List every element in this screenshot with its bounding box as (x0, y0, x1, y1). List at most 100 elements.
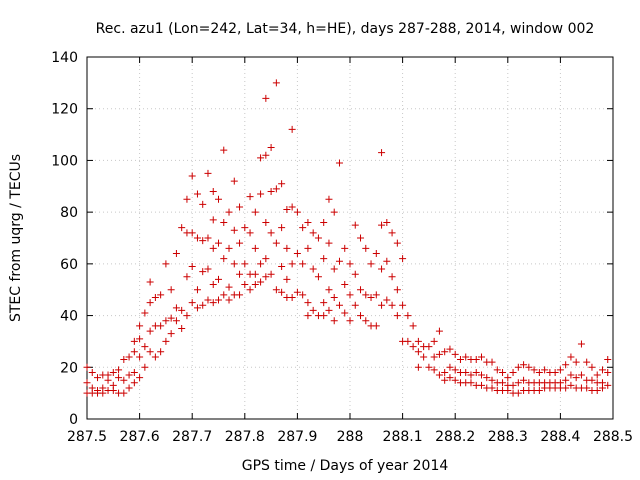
data-point (509, 368, 517, 376)
data-point (556, 366, 564, 374)
data-point (388, 229, 396, 237)
data-point (309, 229, 317, 237)
data-point (299, 291, 307, 299)
data-point (278, 288, 286, 296)
data-point (193, 190, 201, 198)
data-point (577, 340, 585, 348)
data-point (125, 371, 133, 379)
data-point (146, 299, 154, 307)
data-point (604, 368, 612, 376)
data-point (309, 306, 317, 314)
x-tick-label: 288 (337, 429, 364, 445)
data-point (157, 322, 165, 330)
data-point (604, 356, 612, 364)
data-point (236, 270, 244, 278)
data-point (83, 363, 91, 371)
x-tick-label: 287.9 (277, 429, 317, 445)
data-point (304, 244, 312, 252)
data-point (346, 260, 354, 268)
data-point (209, 244, 217, 252)
data-point (541, 366, 549, 374)
data-point (378, 221, 386, 229)
data-point (136, 374, 144, 382)
data-point (236, 239, 244, 247)
data-point (330, 317, 338, 325)
data-point (383, 218, 391, 226)
data-point (304, 218, 312, 226)
data-point (215, 296, 222, 304)
data-point (588, 363, 596, 371)
data-point (251, 244, 259, 252)
data-point (399, 301, 407, 309)
data-point (283, 206, 291, 214)
data-point (251, 208, 259, 216)
axis-ticks: 0 20 40 60 80 100 120 140 287.5 287.6 287.7 287.8 28… (51, 50, 633, 445)
data-point (472, 368, 480, 376)
data-point (130, 337, 138, 345)
data-point (383, 296, 391, 304)
x-tick-label: 288.3 (488, 429, 528, 445)
data-point (378, 265, 386, 273)
data-point (430, 337, 438, 345)
data-point (183, 273, 191, 281)
data-point (293, 208, 301, 216)
data-point (278, 262, 286, 270)
data-point (199, 237, 207, 245)
data-points (83, 79, 612, 397)
grid (87, 57, 613, 419)
data-point (488, 376, 496, 384)
data-point (109, 368, 117, 376)
data-point (357, 312, 365, 320)
data-point (257, 278, 265, 286)
data-point (125, 353, 133, 361)
data-point (288, 293, 296, 301)
data-point (146, 327, 154, 335)
data-point (188, 262, 196, 270)
data-point (251, 281, 259, 289)
data-point (562, 376, 570, 384)
data-point (499, 368, 507, 376)
data-point (325, 195, 333, 203)
data-point (535, 368, 543, 376)
data-point (388, 273, 396, 281)
data-point (225, 244, 233, 252)
data-point (204, 169, 212, 177)
data-point (136, 353, 144, 361)
data-point (288, 260, 296, 268)
data-point (472, 356, 480, 364)
x-tick-label: 288.2 (435, 429, 475, 445)
y-tick-label: 80 (60, 205, 78, 221)
data-point (572, 374, 580, 382)
data-point (172, 317, 180, 325)
data-point (188, 172, 196, 180)
data-point (393, 312, 401, 320)
y-tick-label: 120 (51, 102, 78, 118)
data-point (562, 384, 570, 392)
data-point (241, 260, 249, 268)
data-point (167, 330, 175, 338)
data-point (446, 345, 454, 353)
data-point (409, 343, 417, 351)
data-point (435, 350, 443, 358)
data-point (204, 265, 212, 273)
data-point (272, 286, 280, 294)
data-point (267, 270, 275, 278)
data-point (157, 291, 165, 299)
data-point (451, 366, 459, 374)
data-point (230, 226, 238, 234)
data-point (246, 193, 254, 201)
data-point (241, 224, 249, 232)
data-point (167, 314, 175, 322)
data-point (225, 296, 233, 304)
data-point (372, 322, 380, 330)
x-tick-label: 288.5 (593, 429, 633, 445)
data-point (393, 286, 401, 294)
data-point (104, 376, 112, 384)
data-point (330, 265, 338, 273)
data-point (283, 275, 291, 283)
data-point (267, 144, 275, 151)
data-point (257, 190, 265, 198)
data-point (451, 350, 459, 358)
data-point (236, 291, 244, 299)
data-point (257, 154, 265, 162)
